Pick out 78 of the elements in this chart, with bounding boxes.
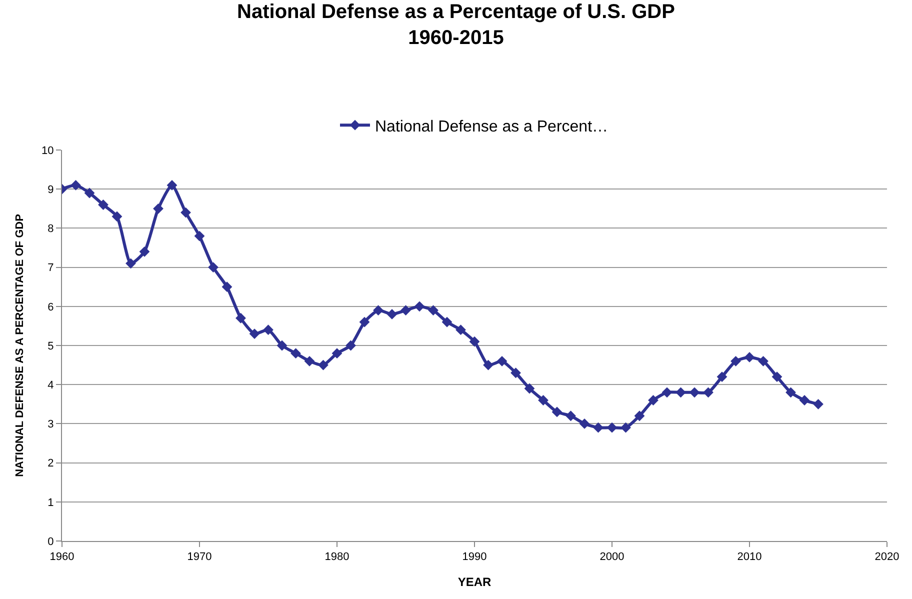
y-tick-label: 6	[48, 301, 54, 314]
point	[346, 340, 356, 351]
point	[428, 305, 438, 316]
point	[483, 360, 494, 370]
point	[236, 312, 246, 324]
point	[538, 395, 548, 406]
point	[456, 324, 466, 336]
y-tick-label: 1	[48, 496, 54, 509]
y-tick-label: 7	[48, 262, 54, 274]
y-tick-label: 8	[48, 223, 54, 236]
x-tick-label: 1970	[187, 551, 212, 564]
y-tick-label: 10	[42, 144, 54, 157]
point	[566, 410, 576, 422]
point	[758, 356, 768, 366]
point	[139, 246, 150, 257]
point	[469, 336, 480, 347]
point	[676, 387, 686, 398]
point	[359, 316, 370, 328]
point	[400, 305, 411, 316]
point	[510, 368, 521, 378]
point	[84, 188, 95, 198]
y-tick-label: 2	[48, 458, 54, 470]
point	[332, 348, 342, 359]
point	[414, 301, 425, 312]
chart-subtitle: 1960-2015	[408, 26, 504, 49]
point	[222, 282, 232, 292]
point	[786, 387, 796, 398]
point	[744, 352, 755, 362]
point	[689, 387, 700, 398]
chart-title: National Defense as a Percentage of U.S. GDP	[237, 0, 675, 23]
point	[166, 180, 178, 190]
point	[194, 230, 205, 242]
point	[593, 422, 604, 433]
point	[813, 398, 824, 410]
point	[634, 410, 645, 422]
point	[579, 418, 590, 429]
point	[304, 356, 315, 366]
y-tick-label: 5	[48, 340, 54, 352]
y-tick-label: 3	[48, 418, 54, 431]
point	[703, 387, 714, 398]
point	[112, 211, 122, 222]
point	[126, 258, 136, 269]
y-axis-title: NATIONAL DEFENSE AS A PERCENTAGE OF GDP	[14, 214, 26, 477]
point	[620, 422, 631, 433]
point	[386, 309, 398, 320]
point	[263, 324, 274, 336]
point	[249, 328, 260, 339]
y-tick-label: 0	[48, 536, 54, 548]
point	[772, 372, 782, 382]
point	[373, 305, 384, 316]
point	[70, 180, 81, 190]
x-axis-title: YEAR	[458, 575, 492, 590]
point	[318, 360, 328, 370]
point	[496, 356, 508, 366]
y-tick-label: 9	[48, 184, 54, 196]
x-tick-label: 2020	[874, 551, 900, 564]
point	[730, 356, 741, 366]
point	[662, 387, 672, 398]
x-tick-label: 1980	[324, 551, 350, 564]
point	[153, 203, 164, 214]
point	[442, 316, 452, 328]
point	[648, 395, 658, 406]
x-tick-label: 1990	[462, 551, 487, 564]
x-tick-label: 2010	[737, 551, 762, 564]
y-tick-label: 4	[48, 379, 54, 392]
point	[276, 340, 288, 351]
point	[208, 262, 218, 272]
x-tick-label: 1960	[50, 551, 74, 564]
point	[716, 372, 728, 382]
point	[98, 200, 108, 210]
legend-label: National Defense as a Percent…	[375, 118, 608, 136]
point	[180, 207, 191, 218]
point	[799, 395, 810, 406]
point	[606, 422, 618, 433]
point	[290, 348, 301, 359]
point	[552, 406, 562, 418]
point	[524, 383, 535, 394]
x-tick-label: 2000	[600, 551, 624, 564]
